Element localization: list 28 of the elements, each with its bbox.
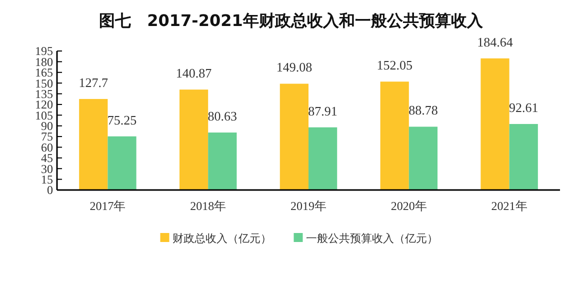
x-tick-label: 2020年 bbox=[390, 199, 427, 213]
data-label: 88.78 bbox=[408, 102, 438, 118]
bar bbox=[509, 124, 538, 190]
data-label: 92.61 bbox=[508, 100, 538, 115]
bar bbox=[480, 58, 510, 190]
bar bbox=[408, 126, 438, 190]
data-label: 80.63 bbox=[208, 108, 238, 124]
legend-label: 一般公共预算收入（亿元） bbox=[306, 232, 438, 245]
data-label: 75.25 bbox=[107, 112, 137, 128]
bar bbox=[280, 84, 308, 190]
bar bbox=[208, 132, 237, 190]
data-label: 149.08 bbox=[276, 60, 312, 75]
x-tick-label: 2021年 bbox=[491, 199, 528, 213]
data-label: 184.64 bbox=[477, 34, 514, 50]
data-label: 127.7 bbox=[78, 74, 109, 90]
x-tick-label: 2017年 bbox=[90, 199, 126, 213]
data-label: 152.05 bbox=[376, 58, 412, 73]
bar bbox=[380, 82, 409, 190]
legend-label: 财政总收入（亿元） bbox=[172, 232, 272, 245]
bar bbox=[179, 90, 208, 190]
chart-title: 图七 2017-2021年财政总收入和一般公共预算收入 bbox=[99, 11, 484, 30]
bar bbox=[79, 98, 108, 190]
data-label: 87.91 bbox=[308, 103, 338, 118]
x-tick-label: 2019年 bbox=[290, 199, 326, 213]
bar bbox=[108, 136, 136, 190]
x-tick-label: 2018年 bbox=[190, 199, 226, 213]
bar bbox=[308, 127, 338, 190]
data-label: 140.87 bbox=[176, 66, 212, 81]
